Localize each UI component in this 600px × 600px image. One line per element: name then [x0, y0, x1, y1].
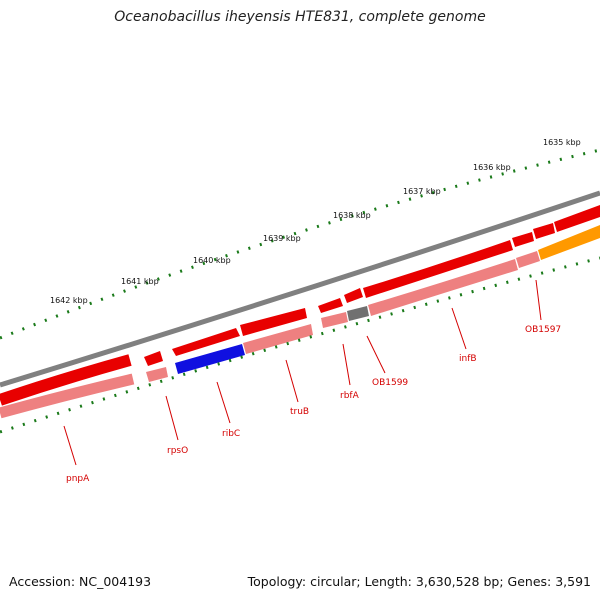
- accession-label: Accession: NC_004193: [9, 574, 152, 589]
- cds-OB1597: [516, 251, 540, 268]
- map-title: Oceanobacillus iheyensis HTE831, complet…: [114, 9, 486, 25]
- gene-arrow-ribC-forward: [172, 328, 240, 356]
- gene-label-rpsO: rpsO: [167, 446, 188, 456]
- gene-label-ribC: ribC: [222, 429, 240, 439]
- scale-label-1639: 1639 kbp: [263, 234, 301, 243]
- gene-arrow-rbfA: [318, 298, 343, 313]
- scale-label-1642: 1642 kbp: [50, 296, 88, 305]
- gene-label-truB: truB: [290, 407, 309, 417]
- gene-label-OB1597: OB1597: [525, 325, 561, 335]
- gene-arrow-right-1: [533, 223, 555, 239]
- gene-arrow-rpsO: [144, 351, 163, 366]
- cds-orange: [538, 225, 600, 260]
- scale-label-1635: 1635 kbp: [543, 138, 581, 147]
- scale-label-1638: 1638 kbp: [333, 211, 371, 220]
- gene-arrow-OB1599: [344, 288, 363, 303]
- scale-label-1641: 1641 kbp: [121, 277, 159, 286]
- gene-label-infB: infB: [459, 354, 477, 364]
- gene-arrow-OB1597: [512, 232, 534, 247]
- cds-truB: [243, 324, 313, 354]
- cds-rbfA: [321, 312, 348, 328]
- cds-ribC: [175, 344, 245, 374]
- gene-arrow-truB: [240, 308, 307, 336]
- genome-stats: Topology: circular; Length: 3,630,528 bp…: [247, 574, 591, 589]
- cds-OB1599: [347, 306, 369, 321]
- gene-arrow-right-2: [554, 205, 600, 232]
- gene-arrow-infB: [363, 240, 513, 298]
- scale-label-1636: 1636 kbp: [473, 163, 511, 172]
- scale-label-1637: 1637 kbp: [403, 187, 441, 196]
- scale-label-1640: 1640 kbp: [193, 256, 231, 265]
- cds-infB: [368, 259, 518, 316]
- cds-pnpA: [0, 373, 135, 419]
- gene-label-OB1599: OB1599: [372, 378, 408, 388]
- gene-label-pnpA: pnpA: [66, 474, 90, 484]
- cds-rpsO: [146, 367, 168, 382]
- gene-arrow-pnpA: [0, 354, 132, 406]
- gene-label-rbfA: rbfA: [340, 391, 360, 401]
- genome-backbone: [0, 190, 600, 388]
